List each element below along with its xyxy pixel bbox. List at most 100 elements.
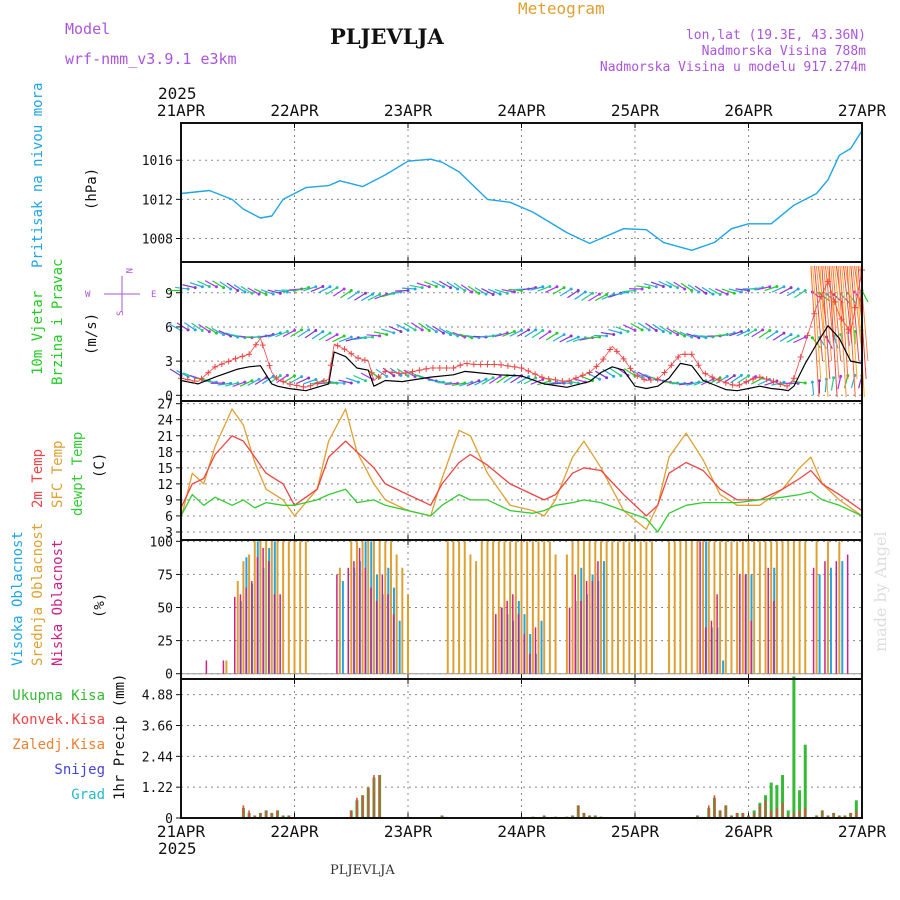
wind-arrow [609,367,622,377]
temp-unit: (C) [92,453,108,478]
wind-arrow [289,376,302,384]
wind-ytick-label: 0 [165,389,173,404]
wind-arrow [524,329,537,338]
wind-arrow [687,284,700,293]
wind-arrow [275,330,288,338]
wind-arrow [572,337,586,343]
wind-arrow-head [612,332,616,336]
wind-arrow [764,285,778,292]
wind-arrow-head [527,328,531,332]
wind-arrow [502,330,515,337]
wind-arrow [198,323,210,333]
wind-arrow-head [385,374,389,378]
wind-arrow-head [456,334,460,338]
wind-arrow [552,287,565,295]
wind-arrow-head [718,292,722,296]
wind-arrow-head [186,287,190,291]
wind-arrow [439,280,451,289]
model-label: Model [65,20,110,38]
wind-arrow-head [491,376,495,380]
pressure-line [180,130,863,251]
wind-arrow [494,288,508,294]
wind-arrow-head [307,328,311,332]
precip-conv-bar [583,812,585,818]
wind-arrow [503,374,515,384]
cloud-ytick-label: 0 [165,668,173,683]
wind-arrow-head [427,285,431,289]
coords-text: lon,lat (19.3E, 43.36N) [686,28,866,43]
wind-arrow [730,374,742,384]
wind-arrow-head [441,331,445,335]
wind-arrow-head [633,288,637,292]
precip-total-bar [786,810,790,818]
temp-ytick-label: 15 [157,462,173,477]
wind-arrow-head [477,379,481,383]
wind-arrow [664,381,678,384]
wind-arrow-head [420,328,424,332]
wind-unit: (m/s) [84,313,100,355]
wind-arrow-head [789,333,793,337]
wind-arrow-head [378,292,382,296]
precip-total-bar [792,676,796,818]
wind-arrow-head [697,336,701,340]
wind-arrow-head [640,375,644,379]
credit-text: made by Angel [871,531,890,652]
precip-conv-bar [271,812,273,818]
wind-arrow [680,282,693,291]
wind-arrow-head [335,286,339,290]
wind-arrow-head [562,286,566,290]
pressure-unit: (hPa) [84,168,100,210]
wind-arrow-head [768,329,772,333]
wind-arrow [666,327,678,336]
wind-arrow [751,329,764,338]
wind-arrow [260,289,274,295]
wind-arrow [509,329,522,337]
wind-arrow [494,332,508,338]
wind-arrow-late [815,265,825,344]
wind-arrow [487,333,501,338]
wind-arrow [622,289,636,293]
cloud-unit: (%) [92,593,108,618]
wind-arrow-head [257,292,261,296]
wind-arrow [566,336,579,343]
wind-arrow [247,287,260,295]
wind-arrow [501,288,515,293]
wind-arrow [636,285,650,289]
wind-arrow [169,323,182,331]
wind-arrow-late [810,265,820,398]
wind-arrow [232,381,246,387]
wind-arrow [269,375,281,384]
wind-arrow [659,325,671,334]
wind-arrow [304,330,317,339]
wind-arrow-head [725,374,729,378]
wind-arrow [416,282,430,288]
wind-ytick-label: 9 [165,287,173,302]
wind-arrow-head [491,292,495,296]
wind-arrow-head [555,285,559,289]
wind-arrow [262,375,274,385]
cloud-mid-label: Srednja Oblacnost [30,523,46,666]
wind-arrow-head [633,328,637,332]
wind-arrow-head [300,375,304,379]
wind-arrow-head [562,333,566,337]
wind-arrow-head [406,328,410,332]
precip-conv-bar [719,810,721,818]
wind-arrow-head [803,381,807,385]
wind-arrow-head [264,292,268,296]
wind-arrow-head [541,285,545,289]
wind-arrow-head [200,329,204,333]
wind-arrow-head [605,376,609,380]
wind-arrow [347,291,359,300]
wind-arrow-late [850,265,860,362]
dir-east: E [151,290,156,300]
wind-arrow-head [328,285,332,289]
wind-arrow-head [477,291,481,295]
precip-conv-bar [849,812,852,818]
wind-arrow-head [207,284,211,288]
wind-arrow [311,331,324,340]
wind-arrow [586,336,600,339]
precip-conv-bar [242,805,245,818]
wind-arrow [338,336,352,343]
wind-arrow [310,380,324,385]
